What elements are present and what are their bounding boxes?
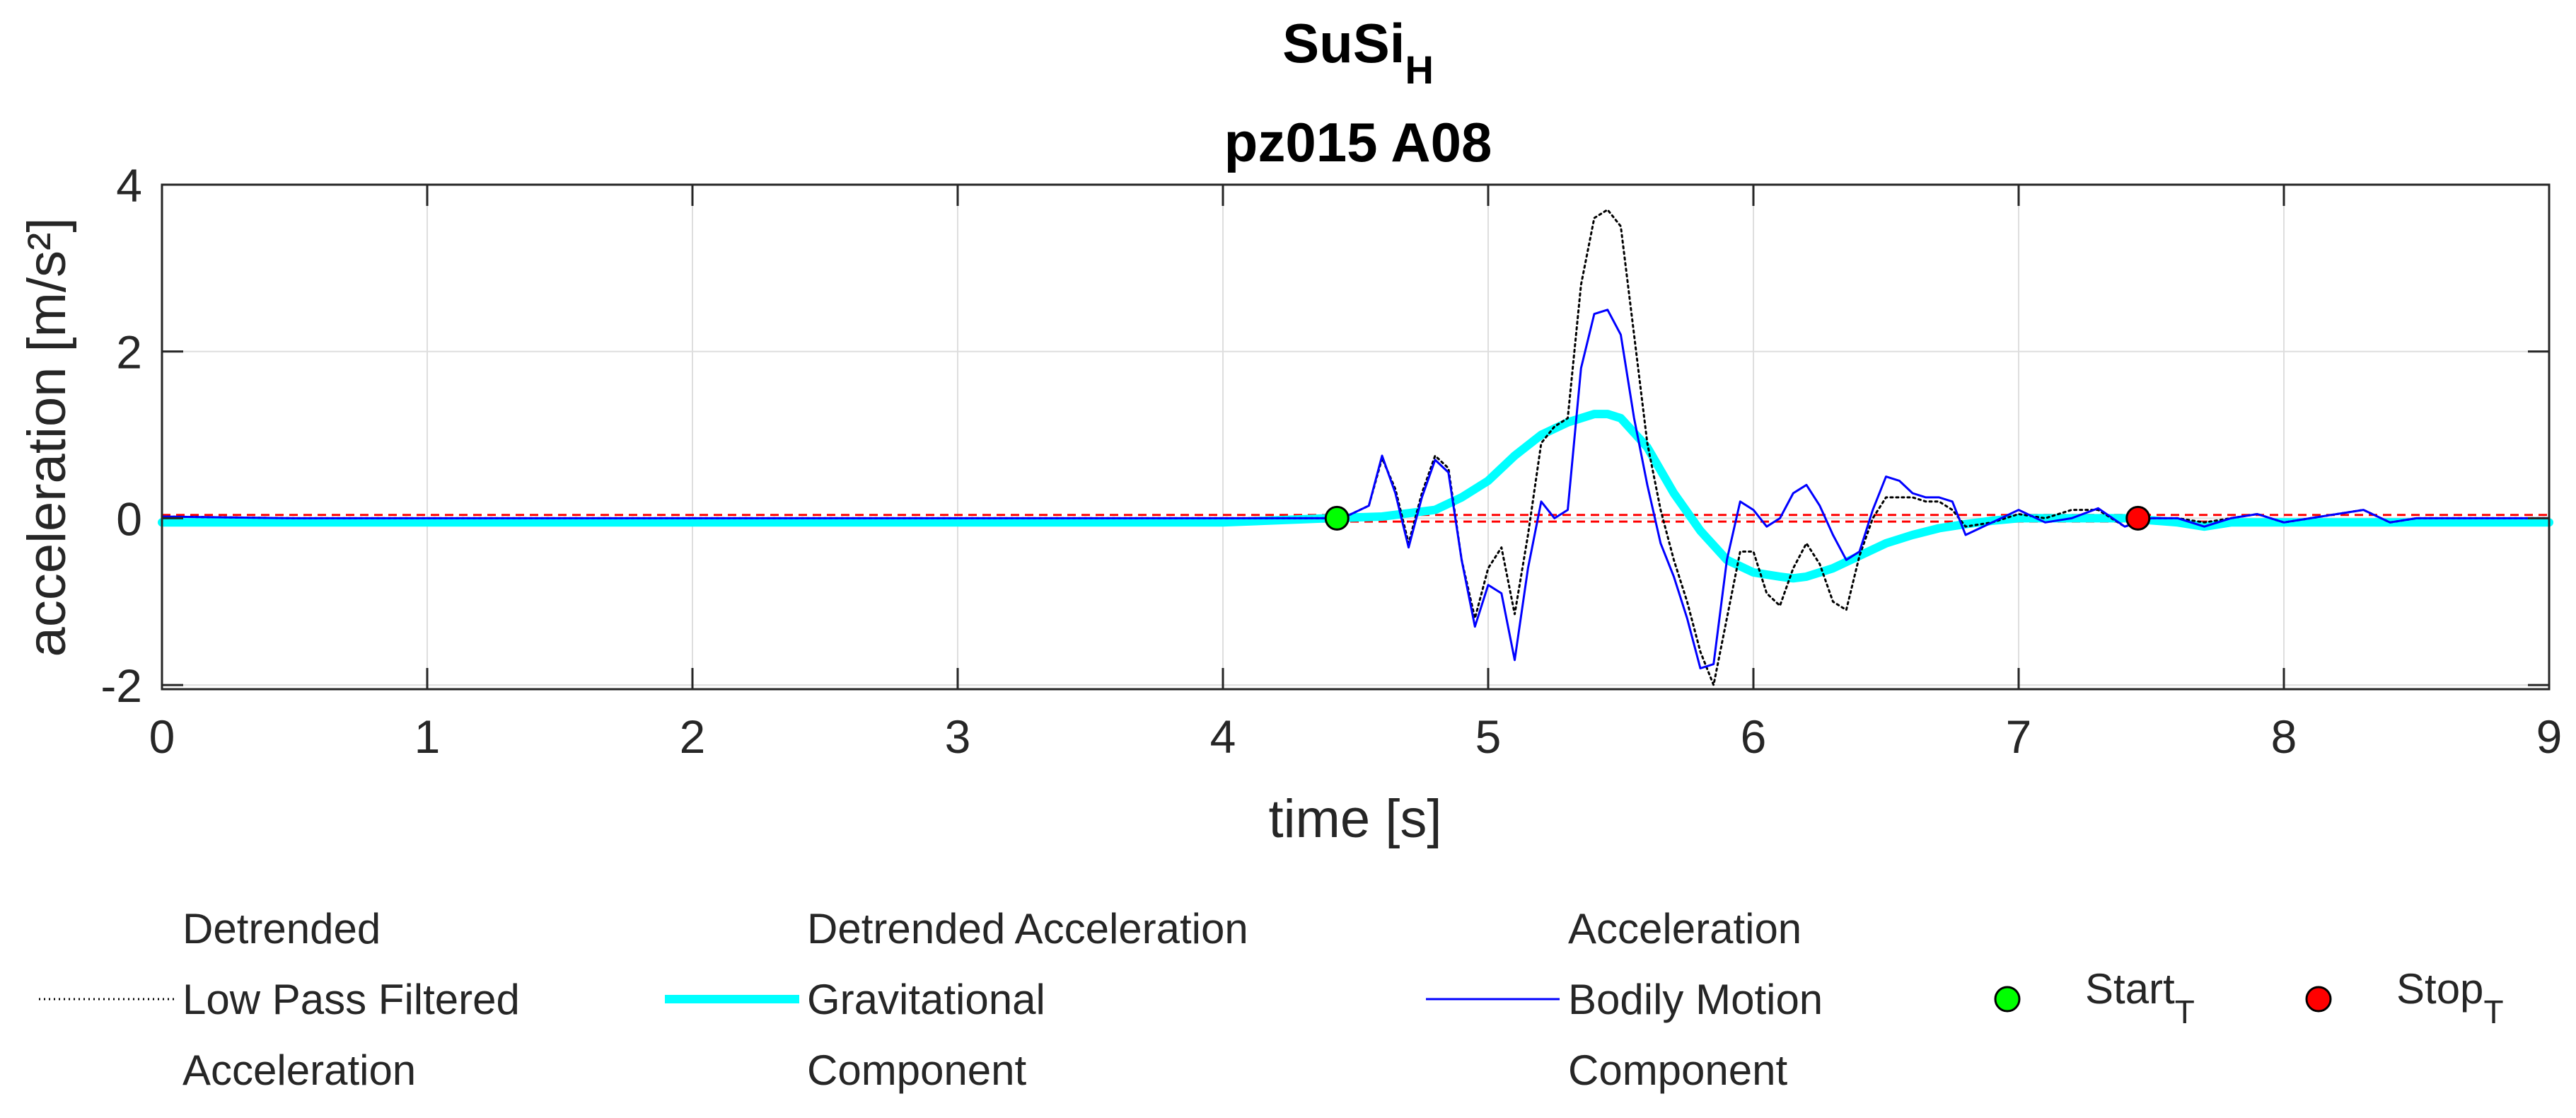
legend-label-start-sub: T — [2175, 993, 2195, 1030]
series-bodily-motion — [161, 309, 2551, 669]
legend-label-stop-sub: T — [2483, 993, 2503, 1030]
legend-marker-stop — [2305, 986, 2332, 1013]
event-markers — [1324, 505, 2151, 531]
chart-title-subscript: H — [1405, 47, 1433, 92]
x-tick-label: 8 — [2271, 710, 2297, 763]
x-tick-label: 9 — [2536, 710, 2563, 763]
x-tick-label: 1 — [414, 710, 441, 763]
marker-stop — [2125, 505, 2151, 531]
y-axis-label: acceleration [m/s²] — [17, 218, 77, 657]
x-tick-label: 0 — [149, 710, 175, 763]
plot-frame — [161, 183, 2551, 691]
legend-label-gravitational-line3: Component — [807, 1047, 1027, 1094]
chart-subtitle: pz015 A08 — [1224, 111, 1492, 173]
legend-label-stop: StopT — [2396, 965, 2504, 1030]
legend-label-start-base: Start — [2085, 965, 2175, 1013]
legend-label-detrended-line2: Low Pass Filtered — [182, 976, 520, 1023]
y-tick-label: 0 — [116, 492, 142, 545]
legend-label-detrended-line3: Acceleration — [182, 1047, 416, 1094]
legend-label-detrended-line1: Detrended — [182, 905, 381, 952]
x-tick-label: 2 — [680, 710, 706, 763]
legend: Detrended Low Pass Filtered Acceleration… — [39, 905, 2504, 1094]
x-tick-label: 7 — [2006, 710, 2032, 763]
chart-title-base: SuSi — [1282, 12, 1405, 74]
x-tick-label: 5 — [1475, 710, 1502, 763]
legend-label-gravitational-line1: Detrended Acceleration — [807, 905, 1248, 952]
marker-start — [1324, 505, 1350, 531]
series-group — [158, 208, 2553, 686]
legend-label-bodily-line2: Bodily Motion — [1568, 976, 1823, 1023]
legend-label-stop-base: Stop — [2396, 965, 2483, 1013]
x-tick-label: 6 — [1741, 710, 1767, 763]
x-axis-label: time [s] — [1269, 789, 1442, 849]
plot-area — [162, 185, 2549, 689]
legend-label-bodily-line3: Component — [1568, 1047, 1788, 1094]
chart-title: SuSiH — [1282, 12, 1434, 92]
legend-label-bodily-line1: Acceleration — [1568, 905, 1802, 952]
x-tick-label: 3 — [945, 710, 971, 763]
legend-label-start: StartT — [2085, 965, 2195, 1030]
y-tick-label: 4 — [116, 159, 142, 212]
legend-label-gravitational-line2: Gravitational — [807, 976, 1045, 1023]
y-tick-label: 2 — [116, 326, 142, 379]
legend-marker-start — [1994, 986, 2021, 1013]
x-tick-label: 4 — [1210, 710, 1236, 763]
y-tick-label: -2 — [100, 659, 142, 712]
